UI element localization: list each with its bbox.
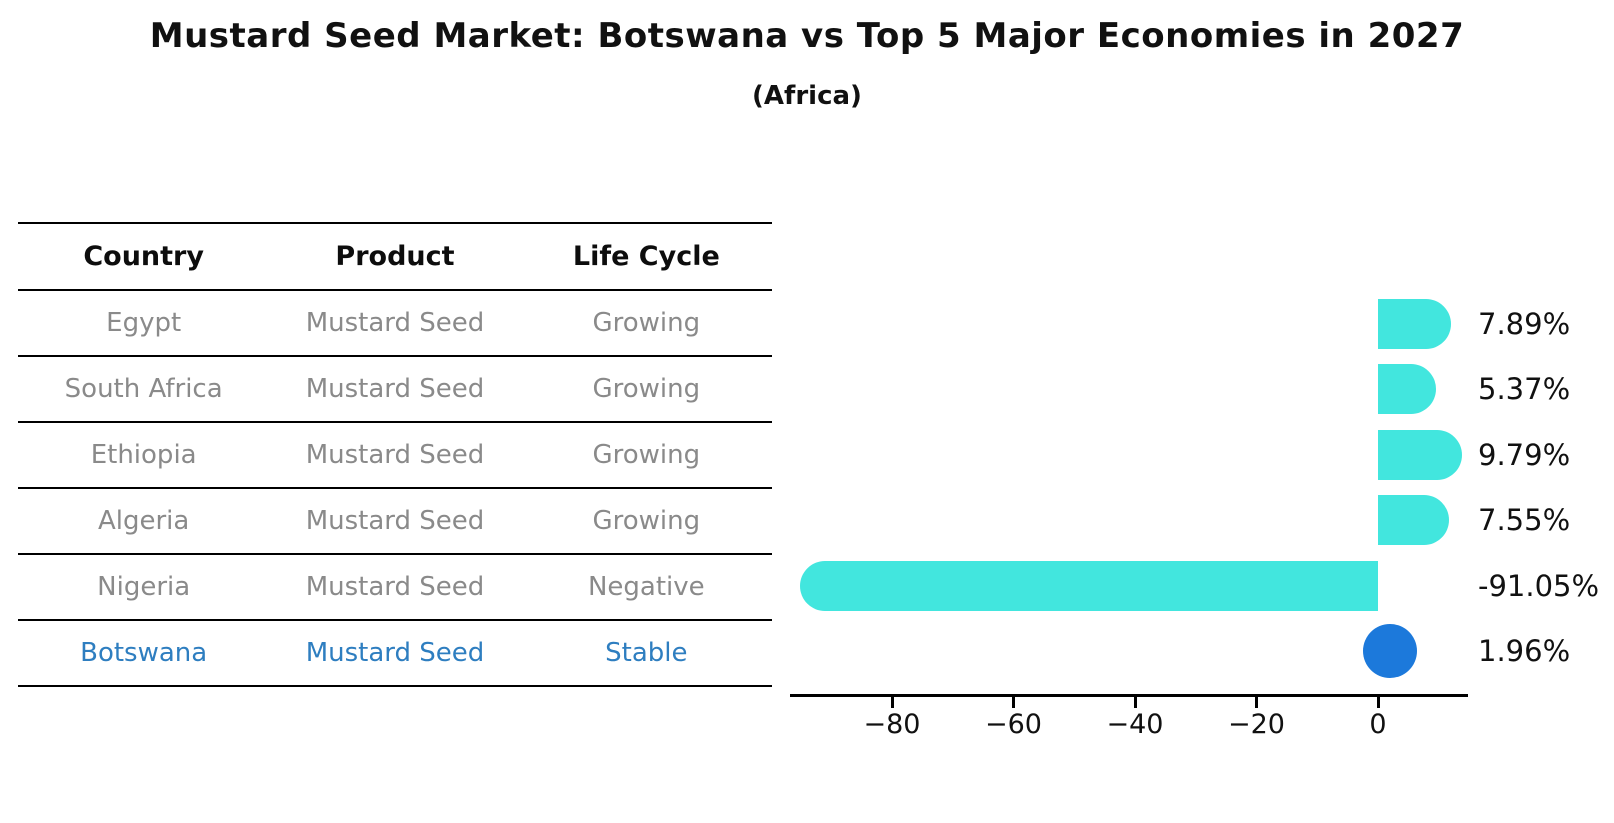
cell-product: Mustard Seed (305, 440, 485, 470)
table-row-south-africa: South Africa Mustard Seed Growing (18, 357, 772, 423)
x-axis-tick-label--40: −40 (1106, 709, 1164, 740)
dot-marker-botswana (1362, 624, 1417, 678)
cell-life-cycle: Negative (587, 572, 705, 602)
cell-country: South Africa (64, 374, 223, 404)
table-row-egypt: Egypt Mustard Seed Growing (18, 291, 772, 357)
cell-life-cycle: Growing (592, 506, 701, 536)
cell-life-cycle: Growing (592, 374, 701, 404)
value-label-ethiopia: 9.79% (1478, 438, 1571, 472)
cell-country: Botswana (80, 638, 208, 668)
cell-country: Nigeria (97, 572, 191, 602)
x-axis-tick-0 (1376, 697, 1380, 708)
table-row-nigeria: Nigeria Mustard Seed Negative (18, 555, 772, 621)
x-axis-tick--80 (890, 697, 894, 708)
cell-product: Mustard Seed (305, 374, 485, 404)
table-header-row: Country Product Life Cycle (18, 224, 772, 291)
cell-product: Mustard Seed (305, 572, 485, 602)
x-axis-tick-label--80: −80 (863, 709, 921, 740)
chart-title: Mustard Seed Market: Botswana vs Top 5 M… (149, 16, 1465, 56)
bar-algeria (1378, 495, 1449, 545)
column-header-life-cycle: Life Cycle (572, 241, 720, 272)
x-axis-tick-label--20: −20 (1228, 709, 1285, 740)
cell-country: Ethiopia (90, 440, 197, 470)
cell-country: Egypt (106, 308, 182, 338)
cell-product: Mustard Seed (305, 506, 485, 536)
value-label-egypt: 7.89% (1478, 307, 1571, 341)
cell-country: Algeria (97, 506, 190, 536)
column-header-country: Country (83, 241, 204, 272)
cell-product: Mustard Seed (305, 308, 485, 338)
table-row-botswana: Botswana Mustard Seed Stable (18, 621, 772, 687)
x-axis-tick--20 (1255, 697, 1258, 708)
value-label-botswana: 1.96% (1478, 634, 1571, 668)
cell-life-cycle: Stable (605, 638, 688, 668)
cell-product: Mustard Seed (305, 638, 485, 668)
cell-life-cycle: Growing (592, 440, 701, 470)
bar-ethiopia (1378, 430, 1463, 480)
country-table: Country Product Life Cycle Egypt Mustard… (18, 222, 772, 687)
x-axis-tick-label--60: −60 (985, 709, 1042, 740)
value-label-south-africa: 5.37% (1478, 372, 1571, 406)
x-axis-line (789, 694, 1468, 697)
bar-egypt (1378, 299, 1451, 349)
table-row-ethiopia: Ethiopia Mustard Seed Growing (18, 423, 772, 489)
value-label-nigeria: -91.05% (1478, 569, 1600, 603)
chart-subtitle: (Africa) (752, 81, 862, 111)
column-header-product: Product (335, 241, 455, 272)
table-row-algeria: Algeria Mustard Seed Growing (18, 489, 772, 555)
x-axis-tick--40 (1133, 697, 1137, 708)
x-axis-tick-label-0: 0 (1369, 709, 1387, 740)
bar-nigeria (799, 561, 1378, 611)
x-axis-tick--60 (1012, 697, 1015, 708)
bar-south-africa (1378, 364, 1436, 414)
cell-life-cycle: Growing (592, 308, 701, 338)
value-label-algeria: 7.55% (1478, 503, 1571, 537)
